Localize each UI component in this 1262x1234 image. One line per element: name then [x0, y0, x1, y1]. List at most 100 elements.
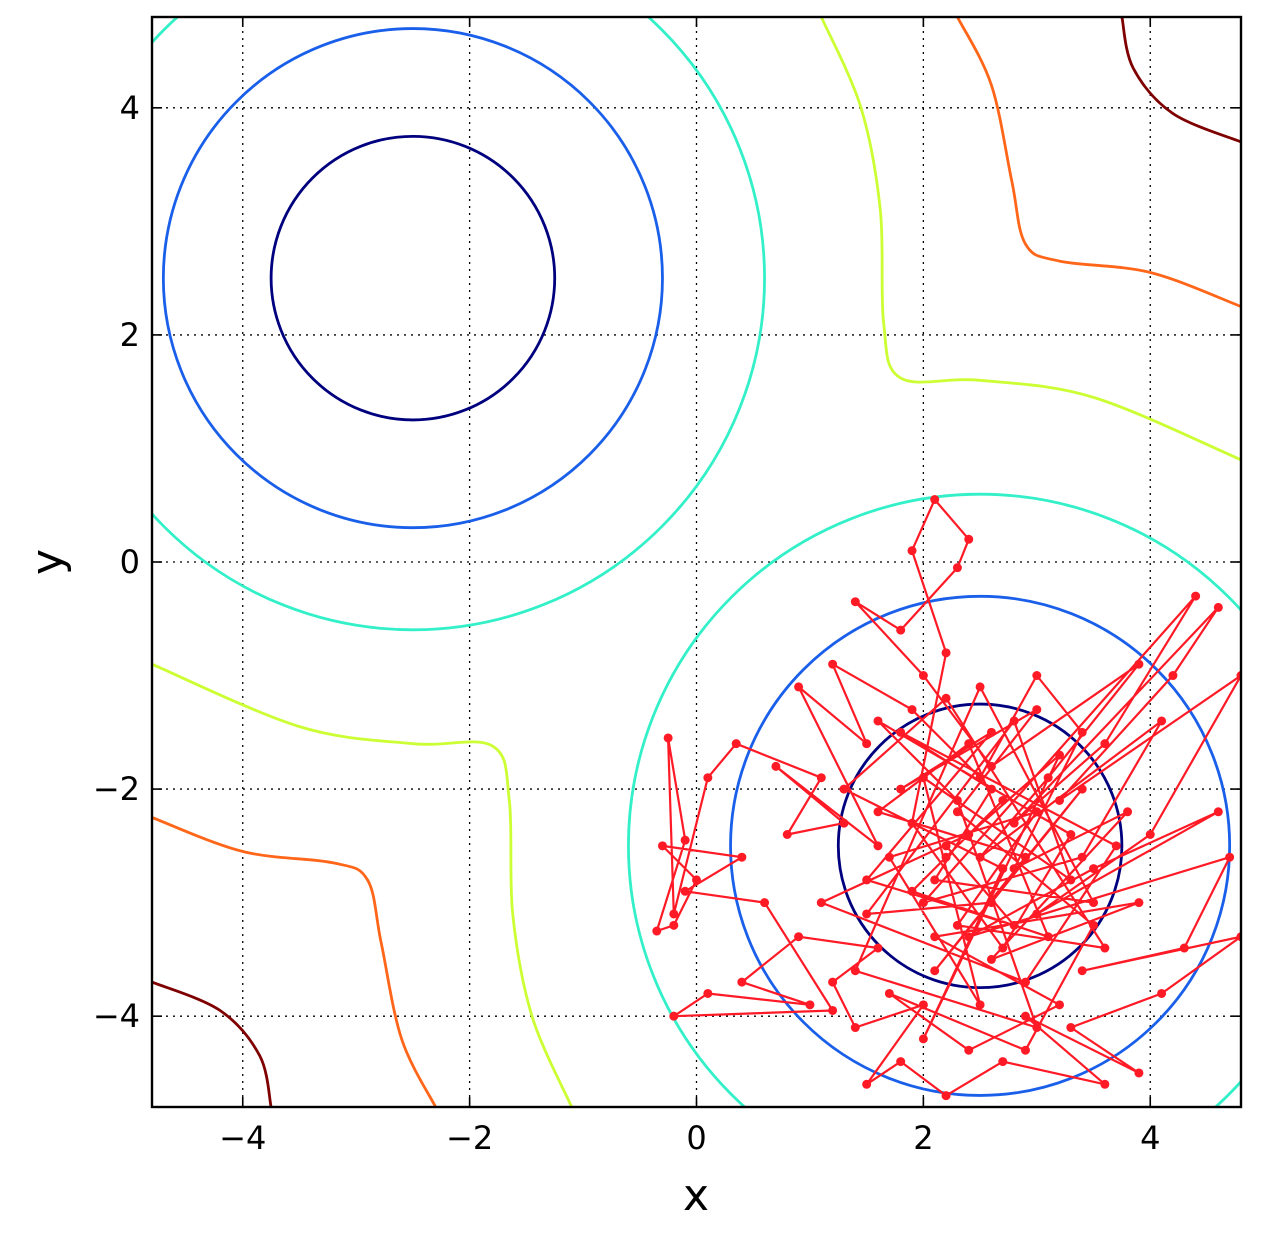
walk-point [930, 495, 940, 505]
walk-point [907, 705, 917, 715]
walk-point [816, 898, 826, 908]
walk-point [850, 597, 860, 607]
walk-point [986, 727, 996, 737]
y-tick-label: −2 [93, 770, 140, 808]
walk-point [941, 841, 951, 851]
walk-point [998, 1057, 1008, 1067]
walk-point [1009, 864, 1019, 874]
walk-point [1055, 750, 1064, 760]
walk-point [850, 966, 860, 976]
contour-circle [729, 594, 1232, 1097]
walk-point [862, 1079, 872, 1089]
walk-point [1089, 864, 1099, 874]
walk-point [1032, 1023, 1042, 1033]
walk-point [1032, 705, 1042, 715]
walk-point [975, 682, 985, 692]
walk-point [975, 852, 985, 862]
walk-point [998, 795, 1008, 805]
walk-point [1066, 875, 1076, 885]
walk-point [896, 1057, 906, 1067]
walk-point [986, 784, 996, 794]
x-tick-label: 2 [913, 1119, 933, 1157]
plot-area [152, 17, 1241, 1107]
walk-point [828, 977, 838, 987]
contour-curve [152, 816, 437, 1107]
walk-point [1100, 1079, 1110, 1089]
walk-point [1020, 1011, 1030, 1021]
walk-point [862, 875, 872, 885]
walk-point [839, 784, 849, 794]
walk-point [952, 563, 962, 573]
contour-lines [152, 17, 1241, 1107]
walk-point [873, 807, 883, 817]
contour-circle [836, 702, 1124, 990]
contour-circle [152, 17, 766, 632]
walk-point [1032, 671, 1042, 681]
walk-point [964, 739, 974, 749]
x-tick-label: 0 [686, 1119, 706, 1157]
walk-point [1077, 727, 1087, 737]
walk-point [1157, 716, 1167, 726]
walk-point [1134, 898, 1144, 908]
walk-point [1179, 943, 1189, 953]
walk-point [731, 739, 741, 749]
contour-circle [627, 492, 1241, 1107]
walk-point [1009, 716, 1019, 726]
walk-point [737, 977, 747, 987]
walk-point [669, 920, 679, 930]
walk-point [1043, 932, 1053, 942]
walk-point [964, 830, 974, 839]
walk-point [930, 966, 940, 976]
walk-point [986, 954, 996, 964]
walk-point [1077, 784, 1087, 794]
walk-point [669, 909, 679, 919]
walk-point [1032, 909, 1042, 919]
walk-point [952, 920, 962, 930]
walk-point [703, 988, 713, 998]
contour-curve [152, 980, 273, 1107]
walk-point [1043, 773, 1053, 783]
walk-point [1225, 852, 1235, 862]
walk-point [1145, 830, 1155, 839]
walk-point [1077, 852, 1087, 862]
walk-point [896, 727, 906, 737]
walk-point [1157, 988, 1167, 998]
walk-point [862, 739, 872, 749]
walk-point [862, 909, 872, 919]
walk-point [703, 773, 713, 783]
walk-point [896, 625, 906, 635]
walk-point [692, 875, 701, 885]
random-walk-series [652, 495, 1241, 1101]
walk-point [907, 546, 917, 556]
walk-point [805, 1000, 815, 1010]
walk-point [1055, 1000, 1064, 1010]
y-axis-label: y [22, 549, 73, 575]
walk-point [975, 1000, 985, 1010]
walk-point [986, 761, 996, 771]
walk-point [760, 898, 770, 908]
walk-point [918, 1034, 928, 1044]
walk-point [884, 852, 894, 862]
walk-point [1077, 966, 1087, 976]
y-tick-label: 4 [120, 89, 140, 127]
walk-point [1089, 920, 1099, 930]
x-tick-label: −2 [446, 1119, 493, 1157]
walk-point [816, 773, 826, 783]
walk-point [986, 898, 996, 908]
walk-point [930, 932, 940, 942]
contour-curve [1120, 17, 1241, 144]
walk-point [657, 841, 667, 851]
walk-point [918, 773, 928, 783]
walk-point [1020, 1045, 1030, 1055]
walk-point [896, 784, 906, 794]
x-axis-label: x [683, 1170, 709, 1221]
walk-point [1191, 591, 1201, 601]
walk-point [975, 773, 985, 783]
walk-point [907, 886, 917, 896]
walk-point [998, 943, 1008, 953]
walk-point [1111, 841, 1121, 851]
contour-curve [152, 662, 573, 1107]
walk-point [884, 988, 894, 998]
walk-point [771, 761, 781, 771]
